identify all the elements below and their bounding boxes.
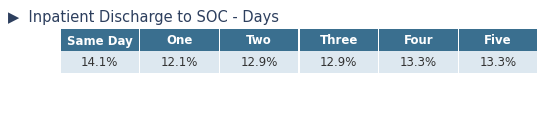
Text: 13.3%: 13.3% [480,56,517,69]
Bar [459,52,537,73]
Text: Three: Three [320,34,358,47]
Bar [379,52,458,73]
Text: Four: Four [404,34,433,47]
Text: 12.9%: 12.9% [320,56,358,69]
Text: One: One [166,34,192,47]
Bar [220,30,298,52]
Bar [60,30,139,52]
Text: 13.3%: 13.3% [400,56,437,69]
Bar [140,52,218,73]
Bar [140,30,218,52]
Text: Same Day: Same Day [67,34,133,47]
Bar [379,30,458,52]
Bar [300,30,378,52]
Text: Two: Two [246,34,272,47]
Text: ▶  Inpatient Discharge to SOC - Days: ▶ Inpatient Discharge to SOC - Days [8,10,279,25]
Bar [300,52,378,73]
Text: 12.9%: 12.9% [240,56,278,69]
Text: Five: Five [485,34,512,47]
Bar [459,30,537,52]
Text: 12.1%: 12.1% [161,56,198,69]
Text: 14.1%: 14.1% [81,56,118,69]
Bar [220,52,298,73]
Bar [60,52,139,73]
